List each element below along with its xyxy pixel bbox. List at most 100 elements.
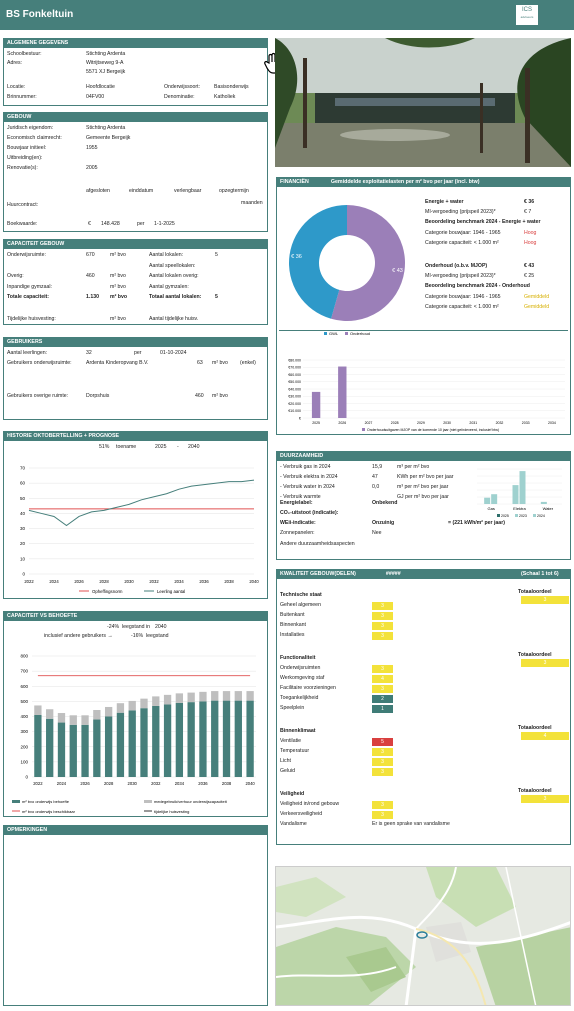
growth-to: 2040 [188,444,200,450]
kwaliteit-item-label: Vandalisme [280,821,307,827]
verbruik-unit: KWh per m² bvo per jaar [397,474,454,480]
location-map[interactable] [275,866,571,1006]
kwaliteit-item-label: Buitenkant [280,612,305,618]
y-tick-label: €10.000 [288,409,301,413]
bar-medegebruik [93,709,101,720]
kwaliteit-item-label: Veiligheid in/rond gebouw [280,801,340,807]
mini-bar [484,497,491,504]
panel-header: OPMERKINGEN [4,826,267,835]
gebouw-value: 1955 [86,145,98,151]
bar-behoefte [104,716,113,777]
x-tick-label: 2022 [33,781,43,786]
y-tick-label: 100 [20,759,28,764]
y-tick-label: 300 [20,729,28,734]
kwaliteit-item-score: 3 [372,622,393,630]
donut-label: € 43 [392,268,403,274]
bar-medegebruik [140,698,148,709]
y-tick-label: 20 [20,541,26,546]
legend-swatch [345,332,348,335]
boekwaarde-value: 148.428 [101,221,120,227]
bar-behoefte [163,704,172,777]
financien-label: Categorie capaciteit: < 1.000 m² [425,240,499,246]
panel-opmerkingen: OPMERKINGEN [3,825,268,1006]
y-tick-label: 10 [20,556,26,561]
y-tick-label: 70 [20,466,26,471]
financien-label: Categorie bouwjaar: 1946 - 1965 [425,230,501,236]
financien-label: Beoordeling benchmark 2024 - Onderhoud [425,283,530,289]
lokalen-label: Aantal gymzalen: [149,283,189,290]
panel-header: KWALITEIT GEBOUW(DELEN) ##### (Schaal 1 to… [277,570,570,579]
financien-label: Categorie capaciteit: < 1.000 m² [425,304,499,310]
bar-behoefte [128,710,136,777]
lokalen-label: Aantal speellokalen: [149,262,196,269]
capaciteit-value: 1.130 [86,294,99,300]
y-tick-label: 0 [22,572,25,577]
y-tick-label: 600 [20,684,28,689]
x-tick-label: 2026 [74,579,84,584]
capaciteit-label: Overig: [7,273,24,279]
bar-behoefte [140,708,148,777]
mini-bar [491,494,498,504]
lokalen-label: Aantal lokalen overig: [149,273,199,279]
mini-bar [519,471,526,504]
bar-medegebruik [187,692,195,703]
y-tick-label: 50 [20,496,26,501]
gebouw-label: Economisch claimrecht: [7,135,62,141]
bar-medegebruik [57,713,66,723]
huur-label: Huurcontract: [7,202,39,208]
financien-label: MI-vergoeding (prijspeil 2023)* [425,209,496,215]
growth-from: 2025 [155,444,167,450]
leegstand-incl-pct: -16% [131,633,144,639]
kwaliteit-item-label: Toegankelijkheid [280,695,319,701]
kwaliteit-item-score: 3 [372,685,393,693]
growth-dash: - [177,444,179,450]
x-tick-label: 2038 [224,579,234,584]
kwaliteit-schaal: (Schaal 1 tot 6) [521,571,559,577]
totaaloordeel-label: Totaaloordeel [518,788,552,794]
bar-medegebruik [69,715,77,725]
bar-behoefte [187,702,195,777]
bar-medegebruik [128,700,136,711]
panel-header: DUURZAAMHEID [277,452,570,461]
leerlingen-label: Aantal leerlingen: [7,350,48,356]
bar-medegebruik [199,691,207,702]
kwaliteit-item-score: 1 [372,705,393,713]
x-tick-label: 2036 [199,579,209,584]
y-tick-label: 400 [20,714,28,719]
bar-medegebruik [163,694,172,705]
mini-bar [512,485,519,504]
kwaliteit-item-label: Installaties [280,632,305,638]
verbruik-value: 15,9 [372,464,383,470]
capaciteit-unit: m² bvo [110,283,126,290]
legend-label: tijdelijke huisvesting [154,809,189,814]
x-tick-label: 2027 [365,421,373,425]
co2-label: CO₂-uitstoot (indicatie): [280,510,339,516]
tijdelijk-right: Aantal tijdelijke huisv. [149,316,199,322]
gebouw-value: 2005 [86,165,98,171]
y-tick-label: €80.000 [288,358,301,362]
gebr-overig-m2: 460 [195,393,204,399]
exploitatie-donut-chart: € 43 € 36 GWL Onderhoud [289,205,405,336]
donut-slice [331,205,405,321]
kwaliteit-section-title: Technische staat [280,592,322,598]
kwaliteit-item-label: Geheel algemeen [280,602,321,608]
financien-value: Gemiddeld [524,294,550,300]
kwaliteit-item-score: 4 [372,675,393,683]
bar-medegebruik [175,693,184,703]
panel-capvsbez: CAPACITEIT VS BEHOEFTE -24% leegstand in… [3,611,268,817]
financien-subtitle: Gemiddelde exploitatielasten per m² bvo … [330,179,480,185]
financien-value: Hoog [524,230,537,236]
zonnepanelen-value: Nee [372,530,382,536]
x-tick-label: 2032 [151,781,161,786]
huur-col: einddatum [129,188,154,194]
panel-header: FINANCIËN Gemiddelde exploitatielasten pe… [277,178,570,187]
panel-header: ALGEMENE GEGEVENS [4,39,267,48]
y-tick-label: €40.000 [288,387,301,391]
legend-swatch [324,332,327,335]
mini-bar [540,501,547,504]
totaaloordeel-label: Totaaloordeel [518,725,552,731]
panel-kwaliteit: KWALITEIT GEBOUW(DELEN) ##### (Schaal 1 to… [276,569,571,845]
bar-behoefte [175,702,184,777]
page-title: BS Fonkeltuin [6,9,74,20]
legend-label: m² bvo onderwijs behoefte [22,799,70,804]
